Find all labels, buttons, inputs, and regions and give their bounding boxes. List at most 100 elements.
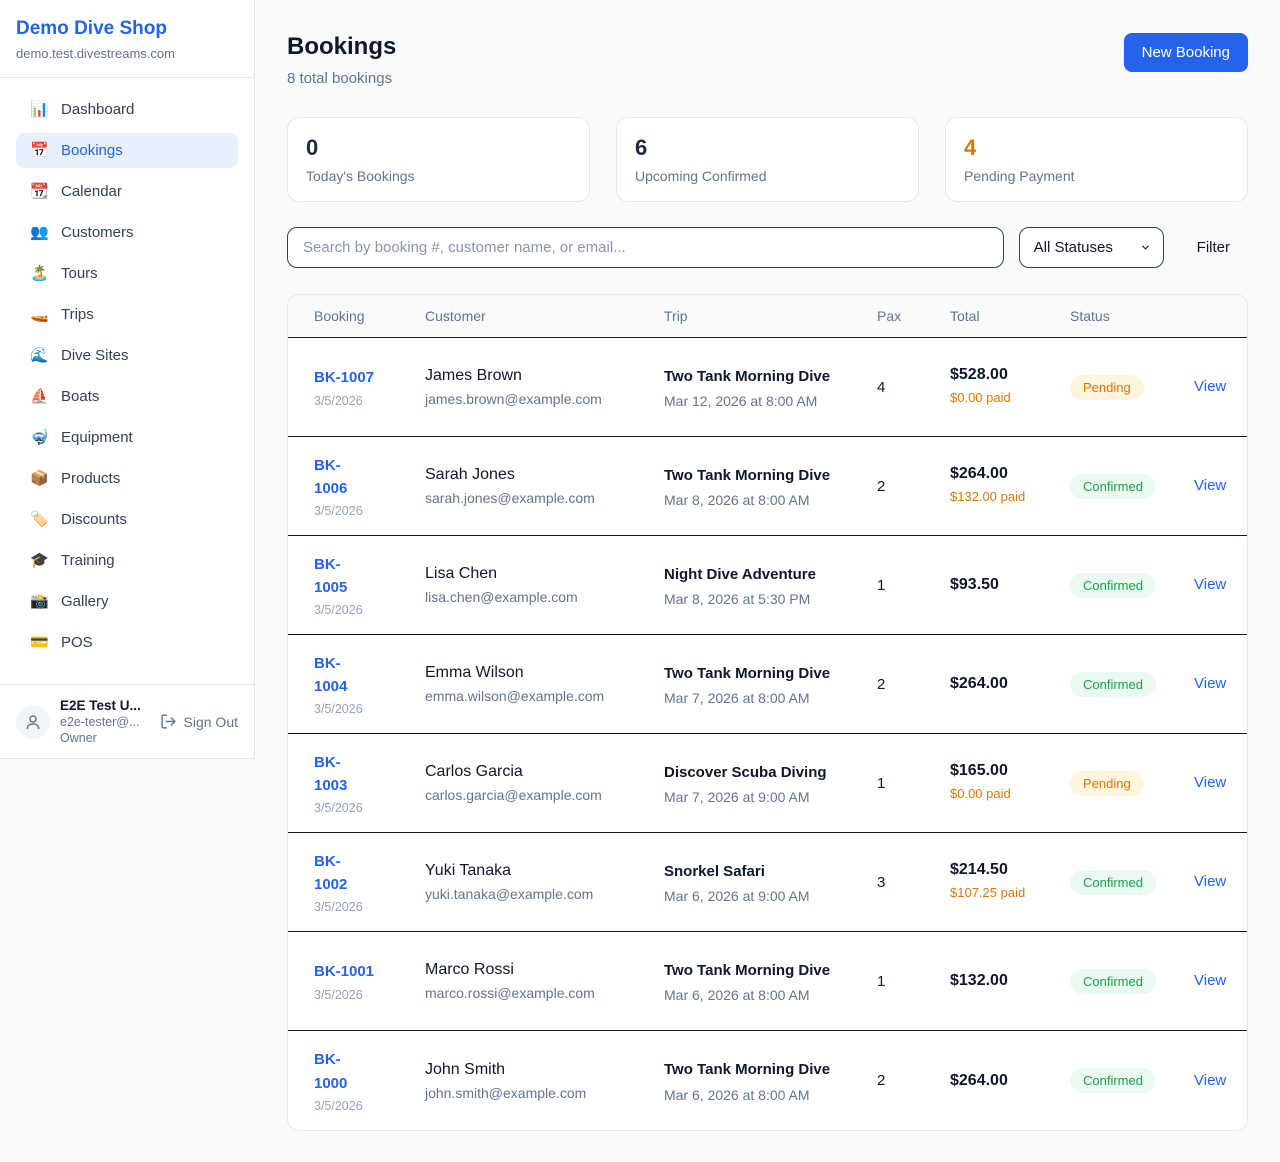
customer-name: Marco Rossi bbox=[425, 961, 514, 978]
sidebar-item-training[interactable]: 🎓 Training bbox=[16, 543, 238, 578]
total-amount: $214.50 bbox=[950, 861, 1008, 879]
credit-card-icon: 💳 bbox=[30, 634, 49, 651]
sidebar-item-customers[interactable]: 👥 Customers bbox=[16, 215, 238, 250]
trip-name: Two Tank Morning Dive bbox=[664, 466, 831, 484]
sidebar: Demo Dive Shop demo.test.divestreams.com… bbox=[0, 0, 255, 759]
sidebar-item-boats[interactable]: ⛵ Boats bbox=[16, 379, 238, 414]
stat-value: 0 bbox=[306, 135, 319, 160]
customer-name: Lisa Chen bbox=[425, 565, 498, 582]
view-link[interactable]: View bbox=[1194, 873, 1227, 890]
sign-out-button[interactable]: Sign Out bbox=[160, 713, 238, 730]
new-booking-button[interactable]: New Booking bbox=[1123, 33, 1248, 72]
booking-link[interactable]: BK-1000 bbox=[314, 1051, 348, 1092]
booking-date: 3/5/2026 bbox=[314, 900, 363, 915]
wave-icon: 🌊 bbox=[30, 347, 49, 364]
page-header: Bookings 8 total bookings New Booking bbox=[287, 33, 1248, 87]
booking-link[interactable]: BK-1002 bbox=[314, 852, 348, 893]
customer-email: lisa.chen@example.com bbox=[425, 589, 578, 605]
column-header-total: Total bbox=[950, 308, 980, 324]
total-bookings-count: 8 total bookings bbox=[287, 70, 393, 87]
stat-label: Upcoming Confirmed bbox=[635, 168, 767, 184]
filter-button[interactable]: Filter bbox=[1179, 239, 1248, 256]
total-amount: $165.00 bbox=[950, 762, 1008, 780]
user-role: Owner bbox=[60, 731, 97, 745]
trip-datetime: Mar 6, 2026 at 8:00 AM bbox=[664, 987, 810, 1004]
user-name: E2E Test U... bbox=[60, 698, 141, 713]
booking-date: 3/5/2026 bbox=[314, 1098, 363, 1113]
total-amount: $93.50 bbox=[950, 576, 999, 593]
view-link[interactable]: View bbox=[1194, 477, 1227, 494]
customer-email: marco.rossi@example.com bbox=[425, 985, 595, 1001]
sidebar-item-label: Customers bbox=[61, 224, 134, 241]
stats-row: 0 Today's Bookings 6 Upcoming Confirmed … bbox=[287, 117, 1248, 202]
booking-link[interactable]: BK-1007 bbox=[314, 369, 375, 387]
trip-name: Night Dive Adventure bbox=[664, 565, 816, 583]
bookings-table: Booking Customer Trip Pax Total Status B… bbox=[287, 294, 1248, 1131]
customer-email: sarah.jones@example.com bbox=[425, 490, 595, 506]
pax-count: 1 bbox=[877, 774, 886, 792]
sidebar-item-dashboard[interactable]: 📊 Dashboard bbox=[16, 92, 238, 127]
booking-link[interactable]: BK-1003 bbox=[314, 753, 348, 794]
sidebar-item-label: Trips bbox=[61, 306, 94, 323]
status-badge: Confirmed bbox=[1070, 671, 1156, 697]
sidebar-item-equipment[interactable]: 🤿 Equipment bbox=[16, 420, 238, 455]
sidebar-item-dive-sites[interactable]: 🌊 Dive Sites bbox=[16, 338, 238, 373]
status-badge: Pending bbox=[1070, 374, 1144, 400]
speedboat-icon: 🚤 bbox=[30, 306, 49, 323]
table-row: BK-1003 3/5/2026 Carlos Garcia carlos.ga… bbox=[288, 734, 1247, 833]
sidebar-item-bookings[interactable]: 📅 Bookings bbox=[16, 133, 238, 168]
view-link[interactable]: View bbox=[1194, 378, 1227, 395]
search-input[interactable] bbox=[287, 227, 1004, 268]
column-header-booking: Booking bbox=[314, 308, 365, 324]
price-tag-icon: 🏷️ bbox=[30, 511, 49, 528]
calendar-icon: 📅 bbox=[30, 142, 49, 159]
view-link[interactable]: View bbox=[1194, 675, 1227, 692]
sailboat-icon: ⛵ bbox=[30, 388, 49, 405]
trip-name: Snorkel Safari bbox=[664, 862, 765, 880]
sidebar-item-products[interactable]: 📦 Products bbox=[16, 461, 238, 496]
column-header-status: Status bbox=[1070, 308, 1110, 324]
camera-icon: 📸 bbox=[30, 593, 49, 610]
trip-name: Discover Scuba Diving bbox=[664, 763, 827, 781]
view-link[interactable]: View bbox=[1194, 972, 1227, 989]
booking-date: 3/5/2026 bbox=[314, 801, 363, 816]
customer-email: yuki.tanaka@example.com bbox=[425, 886, 594, 902]
status-badge: Confirmed bbox=[1070, 869, 1156, 895]
booking-link[interactable]: BK-1005 bbox=[314, 555, 348, 596]
booking-date: 3/5/2026 bbox=[314, 393, 363, 408]
sidebar-item-pos[interactable]: 💳 POS bbox=[16, 625, 238, 660]
logout-icon bbox=[160, 714, 176, 729]
customer-name: Yuki Tanaka bbox=[425, 862, 511, 879]
status-filter-value: All Statuses bbox=[1033, 239, 1113, 256]
total-amount: $528.00 bbox=[950, 366, 1008, 384]
stat-value: 6 bbox=[635, 135, 648, 160]
trip-datetime: Mar 12, 2026 at 8:00 AM bbox=[664, 393, 818, 410]
view-link[interactable]: View bbox=[1194, 576, 1227, 593]
status-badge: Pending bbox=[1070, 770, 1144, 796]
diving-mask-icon: 🤿 bbox=[30, 429, 49, 446]
paid-amount: $0.00 paid bbox=[950, 390, 1011, 406]
booking-link[interactable]: BK-1006 bbox=[314, 456, 348, 497]
status-filter-select[interactable]: All Statuses bbox=[1018, 227, 1164, 268]
booking-date: 3/5/2026 bbox=[314, 987, 363, 1002]
sidebar-item-label: Gallery bbox=[61, 593, 109, 610]
stat-label: Pending Payment bbox=[964, 168, 1075, 184]
booking-link[interactable]: BK-1004 bbox=[314, 654, 348, 695]
view-link[interactable]: View bbox=[1194, 1071, 1227, 1089]
user-email: e2e-tester@... bbox=[60, 715, 140, 729]
column-header-customer: Customer bbox=[425, 308, 486, 324]
customer-name: James Brown bbox=[425, 367, 522, 384]
sidebar-item-label: Calendar bbox=[61, 183, 122, 200]
sidebar-item-tours[interactable]: 🏝️ Tours bbox=[16, 256, 238, 291]
trip-name: Two Tank Morning Dive bbox=[664, 367, 831, 385]
stat-label: Today's Bookings bbox=[306, 168, 415, 184]
view-link[interactable]: View bbox=[1194, 774, 1227, 791]
booking-link[interactable]: BK-1001 bbox=[314, 963, 375, 981]
sidebar-item-gallery[interactable]: 📸 Gallery bbox=[16, 584, 238, 619]
paid-amount: $0.00 paid bbox=[950, 786, 1011, 802]
status-badge: Confirmed bbox=[1070, 1068, 1156, 1093]
sidebar-item-calendar[interactable]: 📆 Calendar bbox=[16, 174, 238, 209]
sidebar-item-trips[interactable]: 🚤 Trips bbox=[16, 297, 238, 332]
sidebar-item-discounts[interactable]: 🏷️ Discounts bbox=[16, 502, 238, 537]
filter-row: All Statuses Filter bbox=[287, 227, 1248, 268]
